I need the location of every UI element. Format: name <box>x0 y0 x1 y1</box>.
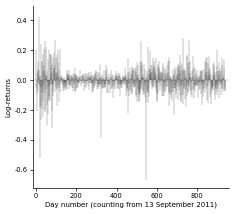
X-axis label: Day number (counting from 13 September 2011): Day number (counting from 13 September 2… <box>45 202 217 208</box>
Y-axis label: Log-returns: Log-returns <box>6 77 12 117</box>
